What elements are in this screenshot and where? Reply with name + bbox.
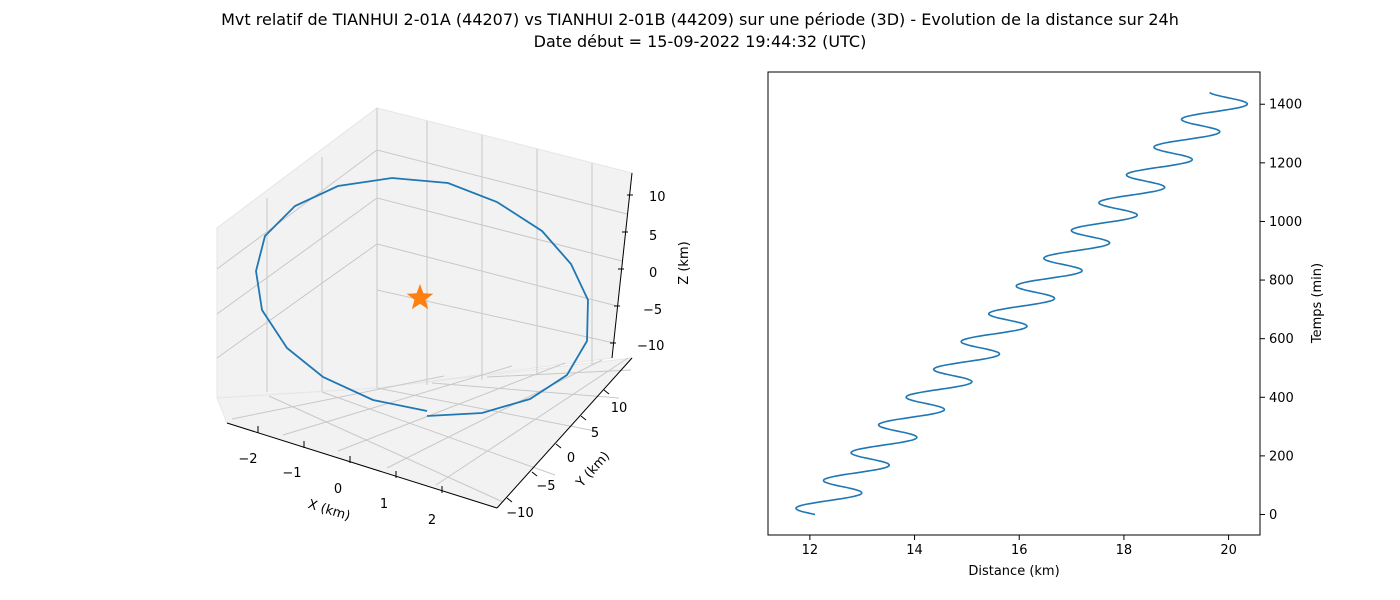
y-axis-label: Temps (min) <box>1310 263 1325 344</box>
x-tick-label: 12 <box>802 543 819 558</box>
grid-line <box>376 387 596 432</box>
grid-line <box>216 149 378 270</box>
x-tick-label: 16 <box>1011 543 1028 558</box>
grid-line <box>376 149 628 215</box>
y-tick-label: 0 <box>567 451 575 466</box>
x-tick-label: 1 <box>380 497 388 512</box>
origin-star-marker <box>406 284 434 310</box>
x-tick-label: 2 <box>428 513 436 528</box>
axis-line <box>496 357 633 509</box>
x-tick-label: −2 <box>238 452 257 467</box>
grid-line <box>337 362 566 452</box>
grid-line <box>216 243 378 359</box>
grid-line <box>268 395 504 503</box>
x-tick-label: 18 <box>1116 543 1133 558</box>
y-tick-label: 1400 <box>1269 98 1302 113</box>
x-axis-ticks: 12 14 16 18 20 <box>802 535 1237 558</box>
grid-line <box>216 197 378 315</box>
y-tick-label: 1000 <box>1269 215 1302 230</box>
x-axis-ticks: −2 −1 0 1 2 <box>238 452 436 528</box>
y-tick-label: 0 <box>1269 508 1277 523</box>
figure-title-line1: Mvt relatif de TIANHUI 2-01A (44207) vs … <box>221 10 1179 29</box>
tick-mark <box>506 497 513 503</box>
y-tick-label: 800 <box>1269 274 1294 289</box>
y-tick-label: 5 <box>591 426 599 441</box>
3d-axis-lines <box>226 172 633 509</box>
tick-mark <box>555 443 562 449</box>
tick-mark <box>580 415 587 421</box>
tick-mark <box>531 471 538 477</box>
y-tick-label: −5 <box>536 479 555 494</box>
y-tick-label: −10 <box>506 506 533 521</box>
3d-grid-lines <box>216 108 632 503</box>
axis-line <box>226 422 498 509</box>
x-axis-label: Distance (km) <box>968 564 1059 579</box>
figure-title-line2: Date début = 15-09-2022 19:44:32 (UTC) <box>533 32 867 51</box>
y-axis-ticks: −10 −5 0 5 10 <box>506 401 627 521</box>
relative-trajectory-line <box>255 177 589 417</box>
y-tick-label: 10 <box>611 401 628 416</box>
grid-line <box>431 382 620 399</box>
z-tick-label: 5 <box>649 229 657 244</box>
z-axis-label: Z (km) <box>677 241 692 284</box>
grid-line <box>435 357 629 486</box>
z-tick-label: 0 <box>649 266 657 281</box>
distance-series-line <box>795 91 1249 516</box>
3d-axis-panes <box>216 107 634 509</box>
z-tick-label: −5 <box>643 303 662 318</box>
x-tick-label: −1 <box>282 466 301 481</box>
axis-line <box>611 172 633 359</box>
y-tick-label: 400 <box>1269 391 1294 406</box>
relative-motion-3d-plot: −2 −1 0 1 2 X (km) −10 −5 0 5 10 Y (km) … <box>216 107 692 528</box>
y-axis-ticks: 0 200 400 600 800 1000 1200 1400 <box>1260 98 1302 523</box>
y-tick-label: 1200 <box>1269 156 1302 171</box>
x-tick-label: 0 <box>334 482 342 497</box>
x-tick-label: 20 <box>1220 543 1237 558</box>
plot-frame <box>767 71 1261 536</box>
z-axis-ticks: 10 5 0 −5 −10 <box>637 190 666 354</box>
grid-line <box>386 359 603 469</box>
grid-line <box>376 243 618 307</box>
grid-line <box>376 197 623 262</box>
y-tick-label: 600 <box>1269 332 1294 347</box>
grid-line <box>321 391 556 476</box>
z-tick-label: 10 <box>649 190 666 205</box>
y-tick-label: 200 <box>1269 449 1294 464</box>
grid-line <box>282 365 513 436</box>
tick-mark <box>603 389 610 395</box>
grid-line <box>231 375 445 420</box>
z-tick-label: −10 <box>637 339 664 354</box>
grid-line <box>486 369 632 378</box>
x-tick-label: 14 <box>906 543 923 558</box>
